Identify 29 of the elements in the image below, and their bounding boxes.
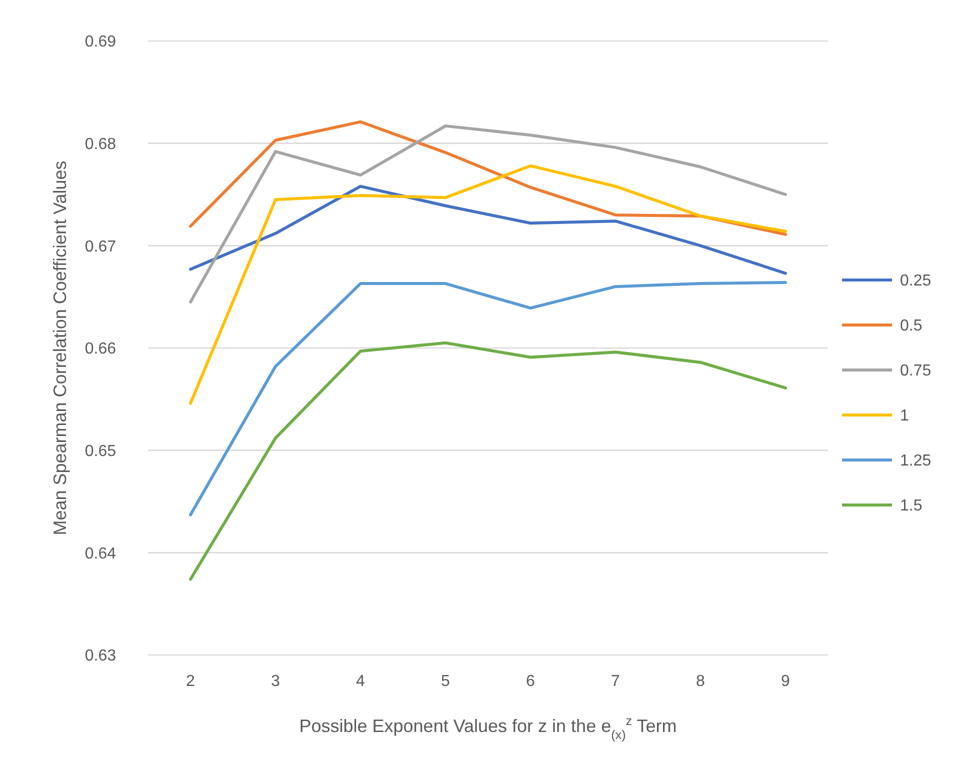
line-series	[189, 184, 787, 275]
y-tick-label: 0.67	[84, 238, 116, 256]
y-tick-label: 0.65	[84, 442, 116, 460]
x-tick-label: 3	[271, 673, 280, 690]
y-tick-label: 0.68	[84, 136, 116, 153]
x-axis-title: Possible Exponent Values for z in the e$_{(x)}$$^{z}$ Term	[299, 714, 677, 742]
line-series	[189, 120, 787, 236]
legend-label: 0.25	[900, 272, 932, 290]
line-series	[189, 281, 787, 516]
y-axis-title: Mean Spearman Correlation Coefficient Values	[50, 160, 70, 536]
legend-label: 1.25	[900, 452, 932, 470]
legend-label: 1	[900, 408, 909, 425]
x-tick-label: 5	[441, 673, 450, 690]
x-tick-label: 6	[526, 673, 536, 690]
legend-label: 0.75	[900, 362, 932, 380]
y-tick-label: 0.64	[84, 545, 116, 562]
legend-label: 1.5	[900, 498, 922, 515]
line-series	[189, 124, 787, 304]
x-tick-label: 8	[696, 673, 706, 690]
y-tick-label: 0.69	[84, 34, 116, 51]
x-tick-label: 4	[356, 673, 366, 690]
x-tick-label: 9	[781, 673, 790, 690]
y-tick-label: 0.66	[84, 340, 116, 358]
line-series	[189, 164, 787, 405]
x-tick-label: 7	[611, 673, 620, 690]
y-tick-label: 0.63	[84, 648, 116, 665]
line-series	[189, 341, 787, 581]
legend-label: 0.5	[900, 318, 922, 335]
x-tick-label: 2	[186, 673, 196, 690]
